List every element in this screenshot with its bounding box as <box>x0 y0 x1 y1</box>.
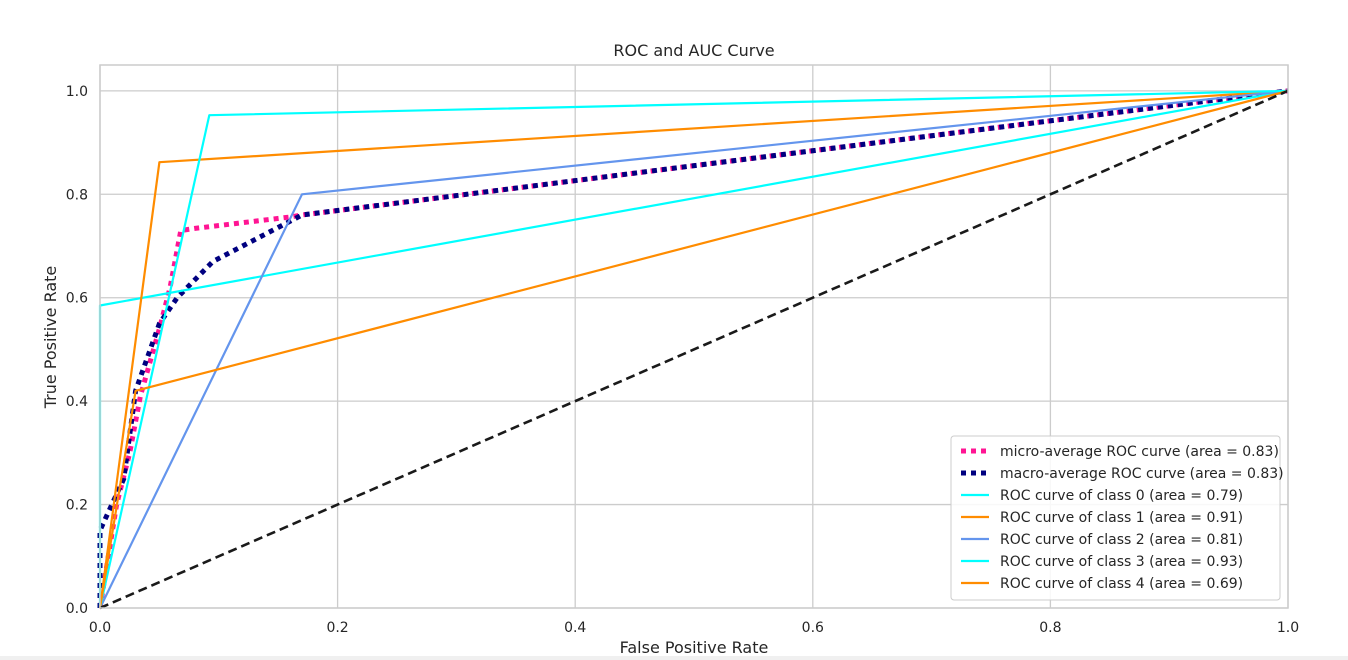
legend-entry: ROC curve of class 2 (area = 0.81) <box>1000 532 1243 548</box>
legend: micro-average ROC curve (area = 0.83) mac… <box>950 435 1284 601</box>
series-line-6 <box>98 89 1289 609</box>
x-tick-label: 0.2 <box>326 620 348 636</box>
x-tick-label: 1.0 <box>1277 620 1299 636</box>
chart-title: ROC and AUC Curve <box>613 41 774 60</box>
plot-frame <box>99 64 1289 609</box>
legend-entry: ROC curve of class 3 (area = 0.93) <box>1000 554 1243 570</box>
legend-entry: ROC curve of class 1 (area = 0.91) <box>1000 510 1243 526</box>
x-tick-label: 0.6 <box>802 620 824 636</box>
x-axis-label: False Positive Rate <box>620 638 769 657</box>
y-tick-label: 0.8 <box>66 187 88 203</box>
x-tick-labels: 0.0 0.2 0.4 0.6 0.8 1.0 <box>89 620 1299 636</box>
y-tick-label: 0.2 <box>66 498 88 514</box>
y-tick-label: 0.6 <box>66 291 88 307</box>
legend-entry: macro-average ROC curve (area = 0.83) <box>1000 466 1284 482</box>
y-tick-label: 0.4 <box>66 394 88 410</box>
y-tick-label: 0.0 <box>66 601 88 617</box>
x-tick-label: 0.8 <box>1039 620 1061 636</box>
legend-box <box>950 435 1281 601</box>
x-tick-label: 0.4 <box>564 620 586 636</box>
legend-entry: ROC curve of class 0 (area = 0.79) <box>1000 488 1243 504</box>
toolbar-strip <box>0 656 1348 660</box>
legend-entry: ROC curve of class 4 (area = 0.69) <box>1000 576 1243 592</box>
x-tick-label: 0.0 <box>89 620 111 636</box>
y-axis-label: True Positive Rate <box>41 266 60 410</box>
chance-reference-line <box>99 89 1289 610</box>
series-line-4 <box>99 89 1289 609</box>
y-tick-label: 1.0 <box>66 84 88 100</box>
series-line-5 <box>98 89 1289 609</box>
y-tick-labels: 0.0 0.2 0.4 0.6 0.8 1.0 <box>66 84 88 617</box>
series-line-3 <box>98 89 1289 609</box>
legend-entry: micro-average ROC curve (area = 0.83) <box>1000 444 1279 460</box>
